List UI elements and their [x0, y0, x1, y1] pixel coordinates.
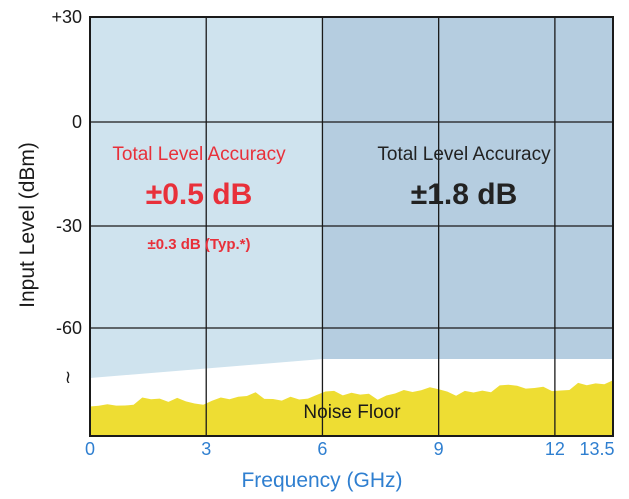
x-tick-label: 6: [317, 439, 327, 459]
region-right-label: Total Level Accuracy: [377, 144, 551, 165]
y-tick-labels: +30 0 -30 -60: [51, 7, 82, 338]
y-tick-label: -60: [56, 318, 82, 338]
y-tick-label: -30: [56, 216, 82, 236]
region-left-label: Total Level Accuracy: [112, 144, 286, 165]
y-tick-label: 0: [72, 112, 82, 132]
x-tick-labels: 0 3 6 9 12 13.5: [85, 439, 615, 459]
plot-border: [89, 16, 614, 437]
x-tick-label: 13.5: [579, 439, 614, 459]
region-left-value: ±0.5 dB: [146, 178, 253, 211]
x-tick-label: 9: [434, 439, 444, 459]
x-tick-label: 0: [85, 439, 95, 459]
grid-lines: [90, 17, 613, 436]
region-right-value: ±1.8 dB: [411, 178, 518, 211]
x-axis-title: Frequency (GHz): [241, 469, 402, 492]
noise-floor-area: [90, 380, 613, 436]
noise-floor-label: Noise Floor: [303, 402, 401, 423]
y-tick-label: +30: [51, 7, 82, 27]
x-tick-label: 3: [201, 439, 211, 459]
axis-break-icon: ≀: [65, 367, 72, 388]
y-axis-title: Input Level (dBm): [16, 142, 39, 308]
x-tick-label: 12: [545, 439, 565, 459]
region-left-typical: ±0.3 dB (Typ.*): [148, 236, 251, 253]
